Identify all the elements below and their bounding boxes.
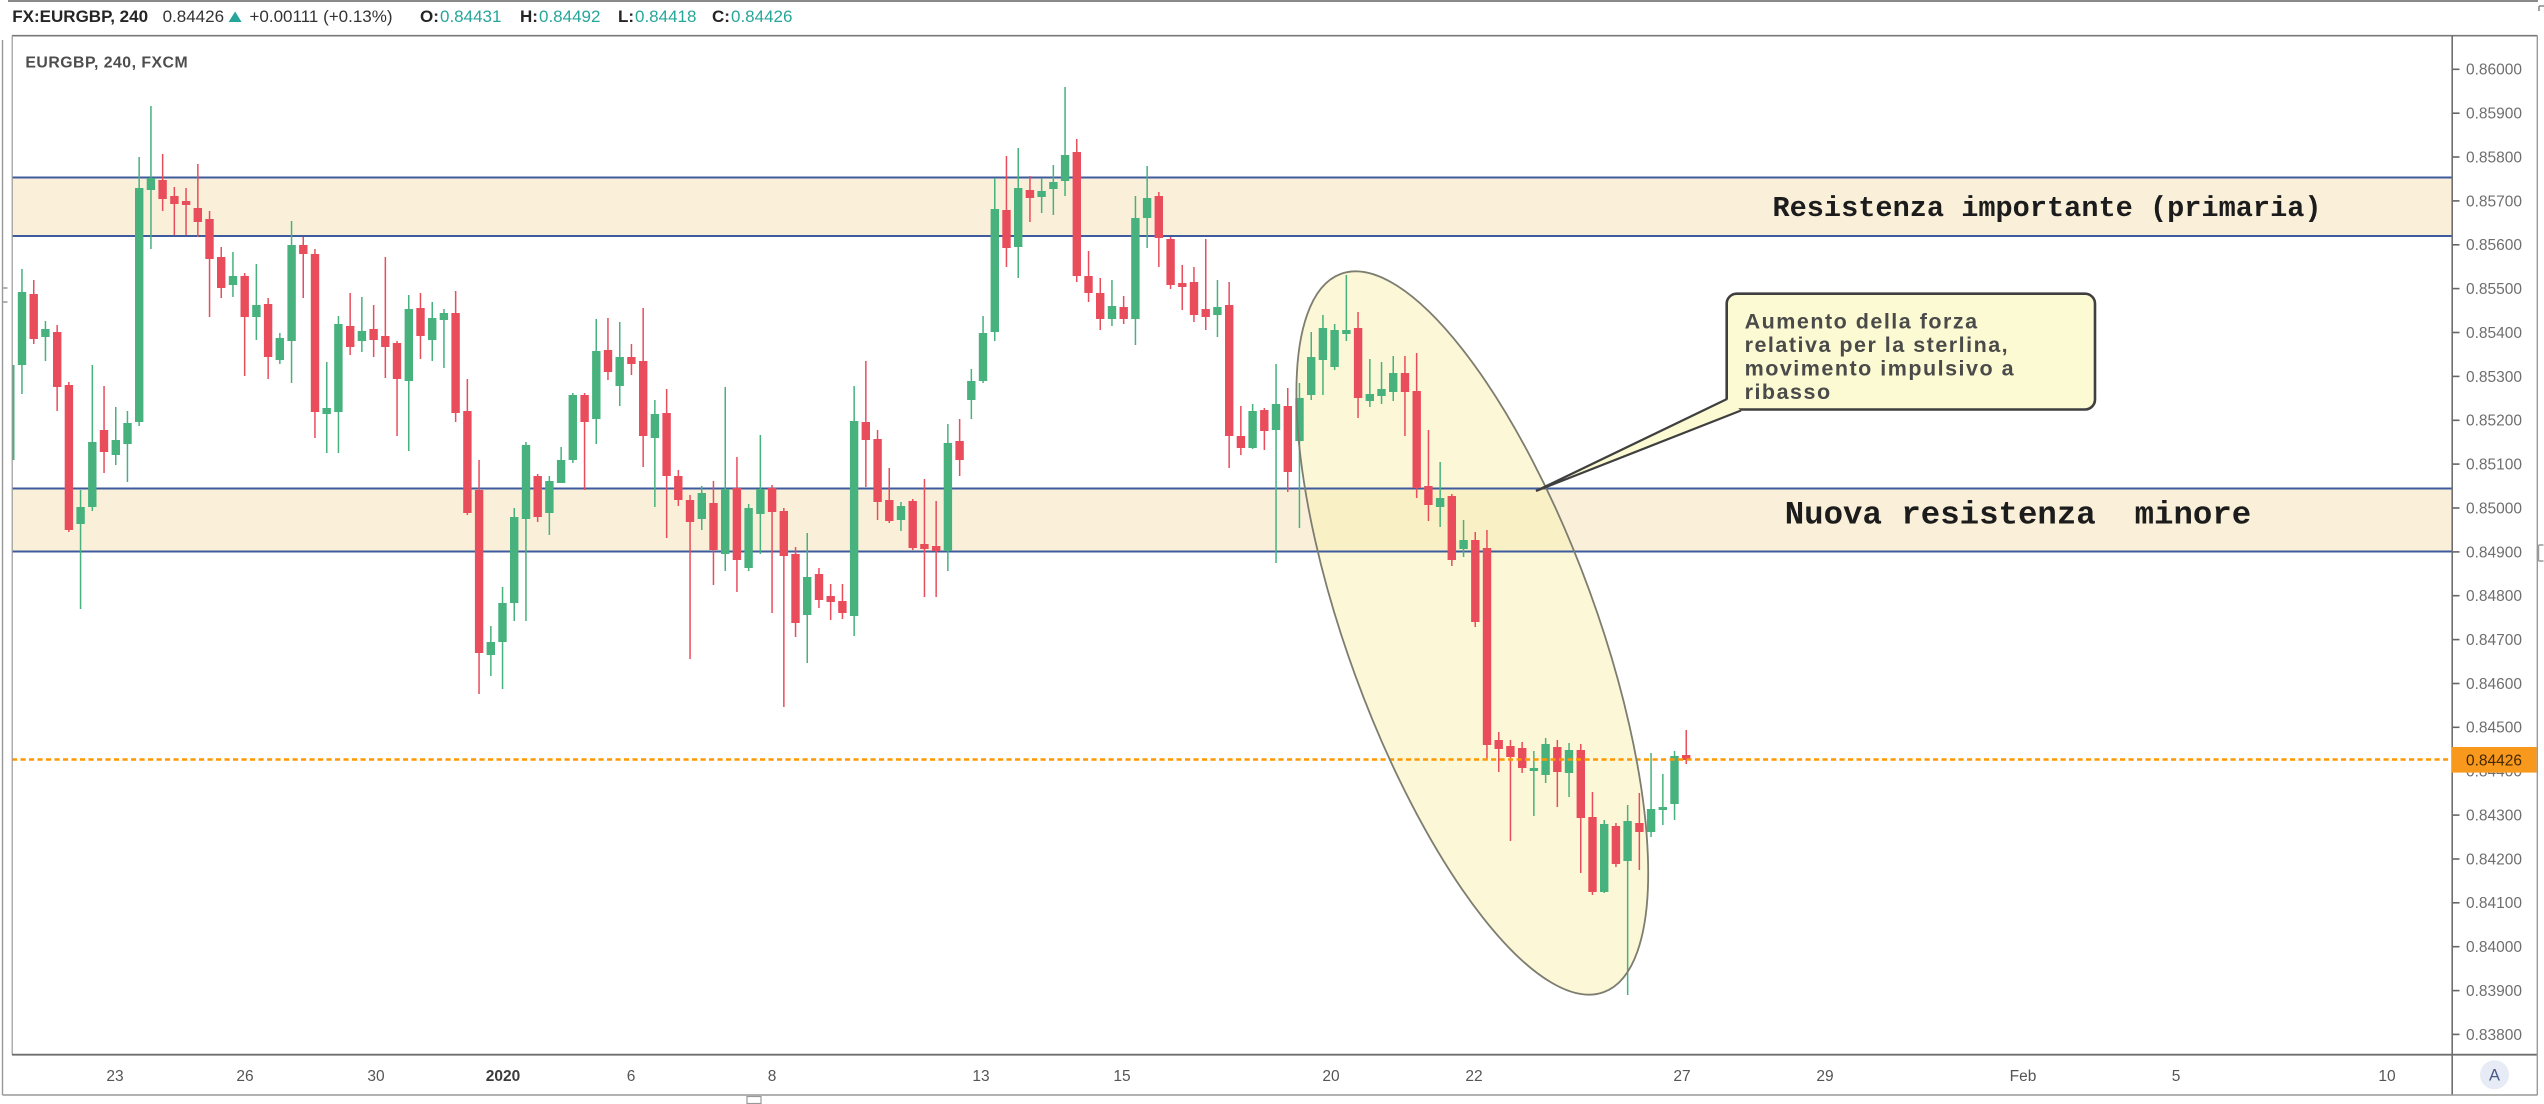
svg-text:0.85300: 0.85300 [2466,369,2522,386]
svg-text:29: 29 [1816,1068,1833,1085]
svg-text:0.84900: 0.84900 [2466,544,2522,561]
svg-text:0.84100: 0.84100 [2466,895,2522,912]
svg-text:+0.00111 (+0.13%): +0.00111 (+0.13%) [250,7,393,26]
svg-text:0.85700: 0.85700 [2466,193,2522,210]
svg-text:Nuova resistenza minore: Nuova resistenza minore [1785,496,2252,533]
svg-text:26: 26 [236,1068,253,1085]
svg-text:5: 5 [2172,1068,2181,1085]
svg-text:Resistenza importante (primari: Resistenza importante (primaria) [1772,192,2321,225]
svg-text:EURGBP, 240, FXCM: EURGBP, 240, FXCM [25,55,188,72]
svg-text:22: 22 [1465,1068,1482,1085]
svg-text:0.85200: 0.85200 [2466,413,2522,430]
svg-text:23: 23 [106,1068,123,1085]
svg-text:0.85500: 0.85500 [2466,281,2522,298]
svg-text:0.85400: 0.85400 [2466,325,2522,342]
svg-text:0.84426: 0.84426 [2466,752,2522,769]
svg-text:10: 10 [2378,1068,2396,1085]
svg-text:0.85800: 0.85800 [2466,149,2522,166]
svg-text:20: 20 [1322,1068,1340,1085]
svg-text:0.85000: 0.85000 [2466,500,2522,517]
svg-text:13: 13 [972,1068,989,1085]
svg-text:0.84000: 0.84000 [2466,939,2522,956]
svg-text:relativa per la sterlina,: relativa per la sterlina, [1745,333,2010,357]
svg-text:0.84800: 0.84800 [2466,588,2522,605]
svg-text:2020: 2020 [486,1068,520,1085]
svg-text:A: A [2489,1067,2500,1085]
svg-text:0.83900: 0.83900 [2466,983,2522,1000]
svg-text:0.83800: 0.83800 [2466,1027,2522,1044]
svg-text:Feb: Feb [2010,1068,2037,1085]
svg-text:27: 27 [1673,1068,1690,1085]
svg-text:30: 30 [367,1068,385,1085]
svg-text:movimento impulsivo a: movimento impulsivo a [1745,357,2015,381]
svg-text:15: 15 [1113,1068,1130,1085]
svg-text:0.84300: 0.84300 [2466,808,2522,825]
svg-text:0.85100: 0.85100 [2466,457,2522,474]
svg-text:0.85600: 0.85600 [2466,237,2522,254]
svg-text:0.84500: 0.84500 [2466,720,2522,737]
svg-text:0.84700: 0.84700 [2466,632,2522,649]
svg-text:ribasso: ribasso [1745,380,1832,404]
svg-text:0.84600: 0.84600 [2466,676,2522,693]
svg-text:Aumento della forza: Aumento della forza [1745,310,1979,334]
svg-text:6: 6 [627,1068,636,1085]
svg-text:8: 8 [768,1068,777,1085]
svg-text:0.86000: 0.86000 [2466,62,2522,79]
svg-text:0.84200: 0.84200 [2466,851,2522,868]
svg-text:0.85900: 0.85900 [2466,106,2522,123]
